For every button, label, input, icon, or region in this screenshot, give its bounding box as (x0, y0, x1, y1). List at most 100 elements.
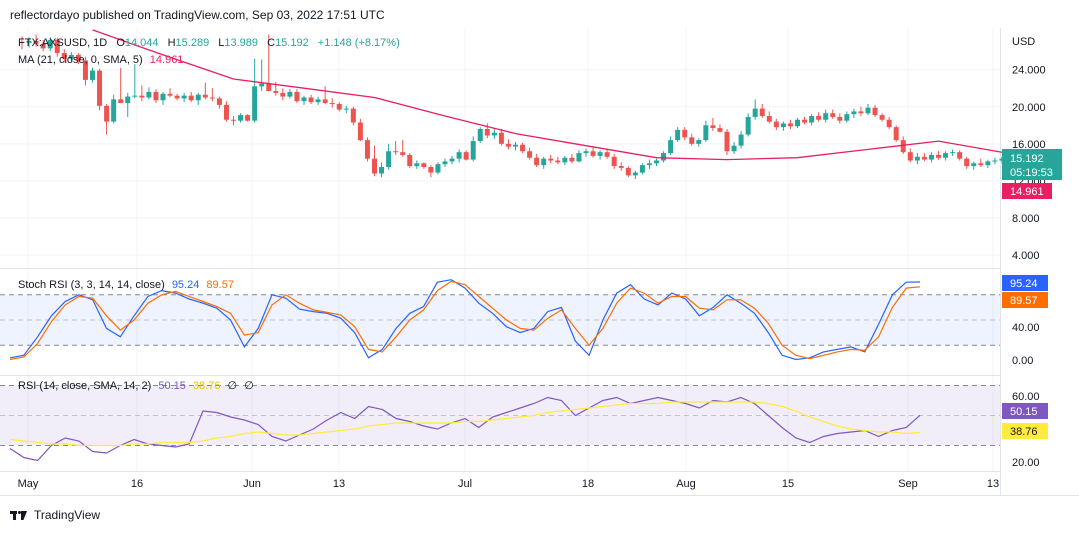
footer-brand[interactable]: TradingView (10, 508, 100, 522)
low-label: L (218, 37, 224, 49)
candle-body (104, 105, 110, 122)
grid-layer (0, 28, 1000, 471)
candle-body (844, 114, 850, 121)
svg-text:RSI (14, close, SMA, 14, 2): RSI (14, close, SMA, 14, 2) 50.15 38.76 … (18, 380, 254, 392)
candle (583, 148, 589, 157)
candle-body (548, 158, 554, 161)
candle-body (421, 163, 427, 167)
stoch-tick-0: 0.00 (1012, 355, 1033, 367)
candle-body (830, 113, 836, 117)
stoch-rsi-series (9, 279, 921, 361)
candle (245, 114, 251, 122)
candle (527, 147, 533, 160)
candle-body (442, 161, 448, 165)
rsi-badge-label: 50.15 (1010, 406, 1038, 418)
candle (449, 155, 455, 165)
price-tick-label: 8.000 (1012, 213, 1040, 225)
candle (632, 170, 638, 180)
candle (336, 102, 342, 112)
rsi-legend-label: RSI (14, close, SMA, 14, 2) (18, 380, 151, 392)
candle (893, 125, 899, 142)
candle-body (618, 166, 624, 168)
time-axis-label: 15 (782, 478, 794, 490)
candle-body (766, 116, 772, 122)
candle (928, 152, 934, 163)
candle-body (357, 122, 363, 141)
candle (590, 146, 596, 158)
candle (992, 157, 998, 165)
rsi-badge: 50.15 (1002, 403, 1048, 419)
candle-body (146, 91, 152, 98)
candle-body (639, 165, 645, 173)
candle-body (470, 141, 476, 160)
stoch-k-badge: 95.24 (1002, 275, 1048, 291)
candle (343, 105, 349, 114)
candle (597, 150, 603, 160)
candle-body (576, 153, 582, 162)
candle (999, 156, 1005, 164)
candle-body (484, 129, 490, 136)
candle (393, 141, 399, 155)
candle (209, 88, 215, 102)
candle-body (238, 115, 244, 121)
ma-legend-value: 14.961 (150, 54, 184, 66)
candle-body (132, 95, 138, 97)
candle-body (223, 104, 229, 120)
candle (379, 162, 385, 178)
low-value: 13.989 (224, 37, 258, 49)
candle (82, 56, 88, 86)
candle-body (590, 151, 596, 156)
candle-body (527, 151, 533, 158)
rsi-ma-badge: 38.76 (1002, 423, 1048, 439)
candle (61, 49, 67, 63)
candle (703, 120, 709, 142)
candle (513, 141, 518, 151)
candle-body (802, 119, 808, 123)
candle (238, 113, 244, 123)
candle (787, 119, 793, 130)
candle-body (773, 121, 779, 128)
candle-body (329, 103, 335, 105)
candle-body (597, 152, 603, 156)
candle (971, 161, 977, 170)
stoch-k-badge-label: 95.24 (1010, 278, 1038, 290)
stoch-tick-40: 40.00 (1012, 322, 1040, 334)
candle-body (823, 113, 829, 120)
candle (907, 148, 913, 163)
candle (498, 129, 504, 146)
candle-body (414, 163, 420, 167)
candle (914, 153, 920, 165)
candle (872, 104, 878, 117)
candle-body (386, 151, 392, 167)
candle (534, 154, 540, 167)
stoch-d-value: 89.57 (206, 279, 234, 291)
candle-body (914, 156, 920, 161)
candle (19, 36, 25, 50)
candle (858, 106, 864, 117)
stoch-d-line (9, 280, 921, 361)
candle (350, 106, 356, 126)
candle (879, 113, 885, 122)
candle-body (928, 154, 934, 160)
candle (710, 117, 716, 131)
candle-body (964, 158, 970, 167)
candle-body (872, 107, 878, 116)
candle (759, 103, 765, 118)
candle (174, 93, 180, 101)
candle (301, 95, 307, 105)
time-axis-label: 13 (333, 478, 345, 490)
candle-body (569, 157, 575, 162)
candle (921, 153, 927, 162)
candle-body (428, 166, 434, 173)
price-tick-label: 24.000 (1012, 65, 1046, 77)
candle-body (266, 83, 272, 92)
candle (950, 149, 956, 156)
time-axis-label: 18 (582, 478, 594, 490)
candle-body (400, 152, 406, 155)
candle-body (259, 83, 265, 87)
candle-body (153, 91, 159, 101)
rsi-extra-1: ∅ (228, 380, 238, 392)
candle (675, 127, 681, 142)
candle (724, 129, 730, 155)
